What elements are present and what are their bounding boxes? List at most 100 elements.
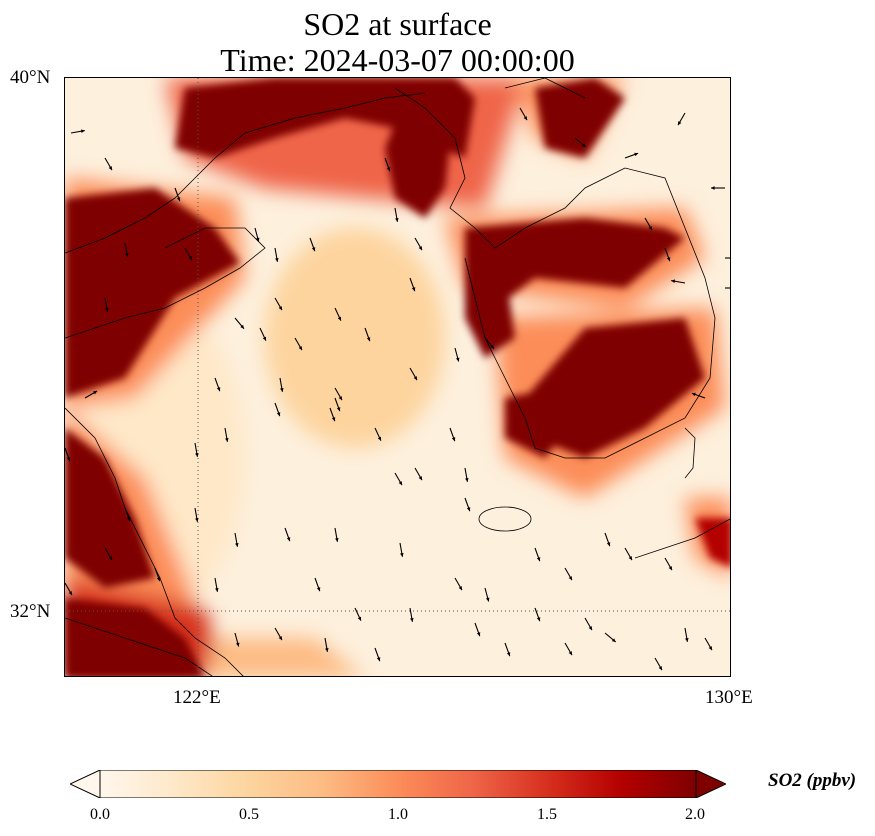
coastline-kyushu xyxy=(634,518,730,559)
wind-vector-head xyxy=(648,226,652,231)
wind-vector-head xyxy=(410,617,414,622)
colorbar-label: SO2 (ppbv) xyxy=(768,770,857,791)
wind-vector-head xyxy=(280,387,284,392)
wind-vector-head xyxy=(298,346,302,351)
wind-vector-head xyxy=(506,652,511,657)
coastlines xyxy=(65,78,730,676)
so2-core xyxy=(535,78,625,158)
wind-vector-head xyxy=(311,247,316,252)
wind-vector-head xyxy=(568,576,572,581)
wind-vector-head xyxy=(476,632,481,637)
wind-vector-head xyxy=(568,651,572,656)
wind-vector-head xyxy=(536,617,541,622)
so2-moderate-area xyxy=(265,228,445,448)
colorbar-gradient xyxy=(70,770,726,798)
coastline-shandong xyxy=(65,227,266,339)
coastline-korea-north xyxy=(394,87,626,249)
wind-vectors xyxy=(65,107,730,671)
wind-vector-head xyxy=(235,542,239,547)
wind-vector-head xyxy=(458,586,462,591)
so2-moderate-area xyxy=(205,638,363,676)
wind-vector-head xyxy=(156,577,161,582)
wind-vector-head xyxy=(286,537,291,542)
so2-core xyxy=(465,218,685,308)
wind-vector-head xyxy=(335,537,339,542)
colorbar-extend-low xyxy=(70,770,101,798)
map-subtitle-time: Time: 2024-03-07 00:00:00 xyxy=(220,42,575,78)
wind-vector-head xyxy=(581,143,586,147)
lat-tick-40N: 40°N xyxy=(10,67,51,88)
wind-vector-head xyxy=(325,647,329,652)
wind-vector-head xyxy=(455,357,460,362)
so2-core xyxy=(385,98,455,218)
wind-vector-head xyxy=(398,481,402,486)
wind-vector-head xyxy=(278,306,282,311)
wind-vector-head xyxy=(711,186,715,190)
colorbar xyxy=(70,770,726,798)
wind-vector-head xyxy=(611,638,616,642)
wind-vector-head xyxy=(377,436,382,441)
so2-cores xyxy=(65,78,730,676)
so2-core xyxy=(175,78,445,158)
wind-vector-head xyxy=(195,452,199,457)
wind-vector-head xyxy=(357,616,362,621)
wind-vector-head xyxy=(125,252,129,257)
so2-core xyxy=(65,598,204,676)
wind-vector-head xyxy=(671,279,676,283)
wind-vector-head xyxy=(337,316,342,321)
wind-vector-head xyxy=(606,542,611,547)
wind-vector-head xyxy=(240,324,244,329)
wind-vector-head xyxy=(485,597,490,602)
wind-vector-head xyxy=(195,517,199,522)
wind-vector-head xyxy=(331,417,336,422)
wind-vector-head xyxy=(634,152,639,157)
coastline-north xyxy=(504,78,586,99)
wind-vector-head xyxy=(66,457,71,462)
coastline-korea-peninsula xyxy=(464,167,716,459)
wind-vector-head xyxy=(588,626,592,631)
wind-vector-head xyxy=(691,392,696,397)
wind-vector-head xyxy=(418,246,422,251)
wind-vector-head xyxy=(708,646,712,651)
colorbar-tick: 0.0 xyxy=(90,806,110,823)
wind-vector-head xyxy=(276,412,281,417)
wind-vector-head xyxy=(108,166,112,171)
wind-vector-head xyxy=(336,407,341,412)
wind-vector-head xyxy=(225,437,229,442)
wind-vector-head xyxy=(68,591,72,596)
wind-vector-head xyxy=(395,217,399,222)
map-panel xyxy=(64,77,731,677)
wind-vector-head xyxy=(215,587,219,592)
wind-vector-head xyxy=(105,307,109,312)
wind-vector-head xyxy=(126,517,131,522)
colorbar-body xyxy=(99,770,697,798)
coastline-yangtze xyxy=(65,617,213,676)
wind-vector-head xyxy=(235,642,240,647)
wind-vector-head xyxy=(278,636,282,641)
wind-vector-head xyxy=(366,337,371,342)
wind-vector-head xyxy=(523,116,527,121)
wind-vector-head xyxy=(316,587,321,592)
wind-vector-head xyxy=(338,396,342,401)
coastline-jeju xyxy=(478,506,532,532)
coastline-tsushima xyxy=(684,427,696,479)
wind-vector-head xyxy=(386,167,391,172)
so2-core xyxy=(465,258,515,358)
wind-vector-head xyxy=(418,476,422,481)
wind-vector-head xyxy=(80,129,85,133)
so2-core xyxy=(695,518,730,568)
wind-vector-head xyxy=(536,557,541,562)
so2-core xyxy=(505,388,575,458)
wind-vector-head xyxy=(376,657,381,662)
wind-vector-head xyxy=(678,121,682,126)
coastline-jiangsu xyxy=(65,407,244,676)
wind-vector-head xyxy=(490,344,494,349)
wind-vector-head xyxy=(255,237,260,242)
so2-core xyxy=(65,428,155,588)
lon-tick-122E: 122°E xyxy=(173,687,221,708)
colorbar-tick: 2.0 xyxy=(685,806,705,823)
map-title: SO2 at surface xyxy=(303,6,492,42)
wind-vector-head xyxy=(93,391,98,395)
wind-vector-head xyxy=(628,556,632,561)
wind-vector-head xyxy=(262,336,267,341)
